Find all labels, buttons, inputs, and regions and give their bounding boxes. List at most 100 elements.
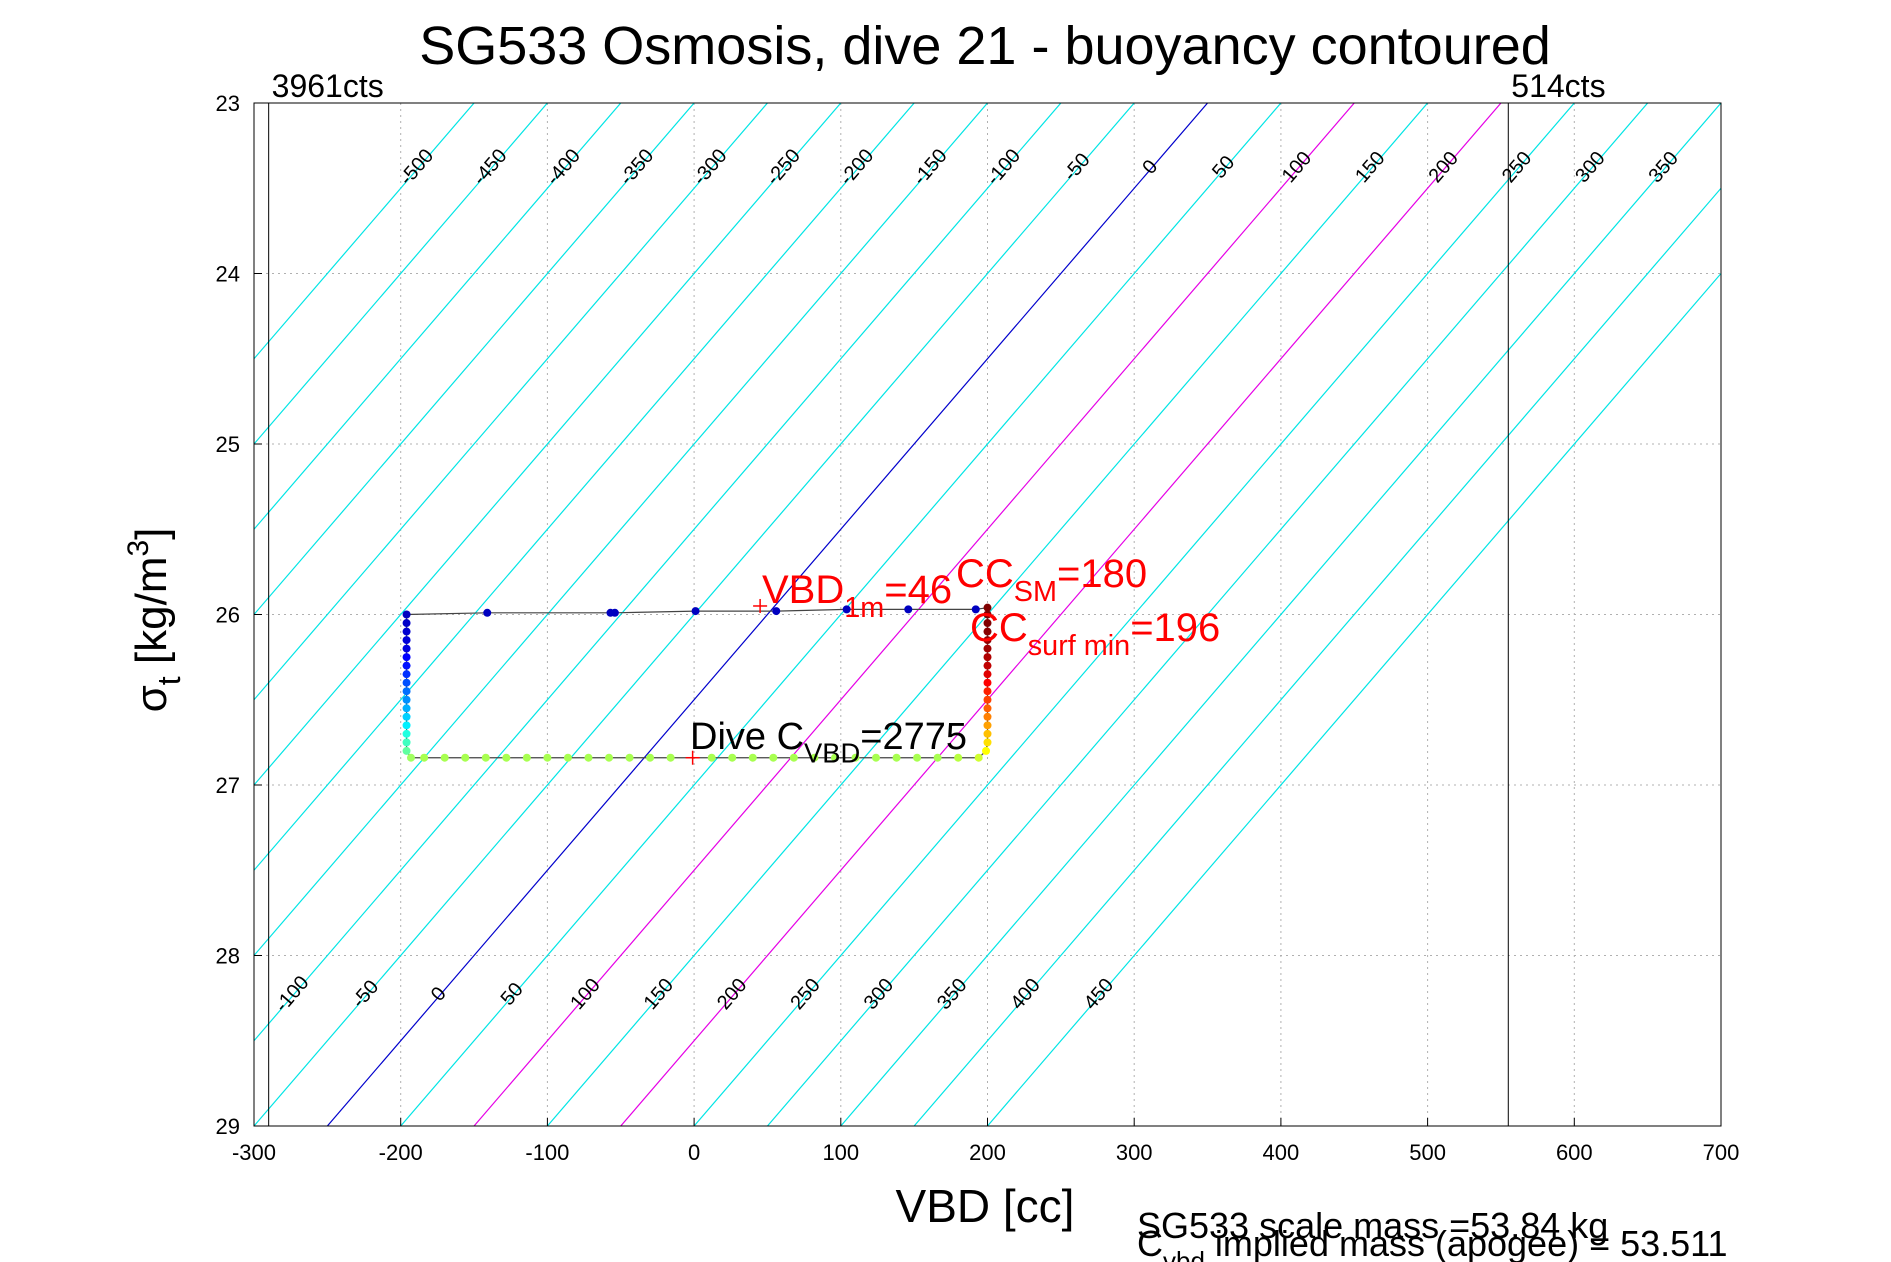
track-point: [402, 704, 411, 713]
y-tick-label: 24: [216, 262, 240, 287]
track-point: [691, 607, 700, 616]
contour-line: [620, 103, 1502, 1126]
x-tick-label: 200: [969, 1140, 1006, 1165]
x-tick-label: 400: [1263, 1140, 1300, 1165]
contour-line: [254, 103, 622, 531]
x-tick-label: 600: [1556, 1140, 1593, 1165]
track-point: [522, 753, 531, 762]
dive-c-label: Dive CVBD=2775: [690, 716, 967, 768]
y-tick-label: 25: [216, 432, 240, 457]
track-point: [406, 753, 415, 762]
count-marker-label: 3961cts: [272, 68, 384, 104]
track-point: [983, 729, 992, 738]
x-tick-label: -100: [525, 1140, 569, 1165]
track-point: [842, 605, 851, 614]
track-point: [810, 753, 819, 762]
x-tick-label: -200: [379, 1140, 423, 1165]
track-point: [983, 661, 992, 670]
contour-line: [254, 103, 915, 872]
track-point: [402, 729, 411, 738]
y-tick-label: 29: [216, 1114, 240, 1139]
track-point: [933, 753, 942, 762]
track-point: [983, 627, 992, 636]
track-point: [971, 605, 980, 614]
x-tick-label: 0: [688, 1140, 700, 1165]
contour-line: [254, 103, 842, 786]
track-point: [983, 619, 992, 628]
vbd-1m-label: VBD1m=46: [762, 568, 952, 624]
track-point: [402, 721, 411, 730]
track-point: [646, 753, 655, 762]
track-point: [983, 610, 992, 619]
track-point: [402, 738, 411, 747]
contour-line: [766, 103, 1649, 1126]
track-point: [748, 753, 757, 762]
track-point: [402, 695, 411, 704]
dive-track: [402, 603, 992, 762]
cc-surf-min-label: CCsurf min=196: [970, 606, 1220, 662]
track-point: [402, 627, 411, 636]
track-point: [402, 687, 411, 696]
track-point: [420, 753, 429, 762]
track-point: [983, 653, 992, 662]
track-point: [983, 678, 992, 687]
track-point: [954, 753, 963, 762]
implied-mass-text: Cvbd implied mass (apogee) = 53.511: [1137, 1223, 1728, 1262]
track-point: [666, 753, 675, 762]
track-point: [402, 610, 411, 619]
track-point: [983, 738, 992, 747]
contour-line: [326, 103, 1209, 1126]
contour-line: [254, 103, 475, 360]
x-tick-label: 100: [822, 1140, 859, 1165]
track-point: [584, 753, 593, 762]
track-point: [983, 644, 992, 653]
track-point: [543, 753, 552, 762]
cc-sm-label: CCSM=180: [956, 552, 1147, 608]
track-point: [625, 753, 634, 762]
track-point: [983, 712, 992, 721]
contour-line: [693, 103, 1575, 1126]
x-tick-label: 500: [1409, 1140, 1446, 1165]
footer: SG533 scale mass =53.84 kg Cvbd implied …: [1137, 1205, 1728, 1262]
track-point: [606, 608, 615, 617]
track-point: [983, 636, 992, 645]
track-point: [983, 704, 992, 713]
contour-line: [400, 103, 1282, 1126]
track-point: [402, 712, 411, 721]
x-tick-label: 700: [1703, 1140, 1740, 1165]
x-tick-label: 300: [1116, 1140, 1153, 1165]
vertical-markers: 3961cts 514cts: [268, 68, 1606, 1126]
chart-title: SG533 Osmosis, dive 21 - buoyancy contou…: [419, 16, 1551, 76]
contour-line: [840, 103, 1721, 1126]
track-point: [982, 746, 991, 755]
track-point: [707, 753, 716, 762]
track-point: [440, 753, 449, 762]
track-point: [402, 678, 411, 687]
axes: -300 -200 -100 0 100 200 300 400 500 600 700 23 24 25…: [216, 91, 1740, 1165]
contour-line: [473, 103, 1355, 1126]
track-point: [402, 670, 411, 679]
track-point: [872, 753, 881, 762]
x-tick-label: -300: [232, 1140, 276, 1165]
track-point: [402, 619, 411, 628]
track-point: [851, 753, 860, 762]
track-point: [904, 605, 913, 614]
contour-line: [913, 187, 1721, 1126]
track-point: [502, 753, 511, 762]
track-point: [830, 753, 839, 762]
track-point: [913, 753, 922, 762]
track-point: [983, 603, 992, 612]
y-tick-label: 27: [216, 773, 240, 798]
track-point: [892, 753, 901, 762]
track-point: [402, 661, 411, 670]
track-point: [983, 721, 992, 730]
contour-line: [254, 103, 695, 616]
y-tick-label: 23: [216, 91, 240, 116]
track-point: [983, 695, 992, 704]
track-point: [769, 753, 778, 762]
track-point: [402, 636, 411, 645]
count-marker-label: 514cts: [1511, 68, 1605, 104]
track-point: [728, 753, 737, 762]
